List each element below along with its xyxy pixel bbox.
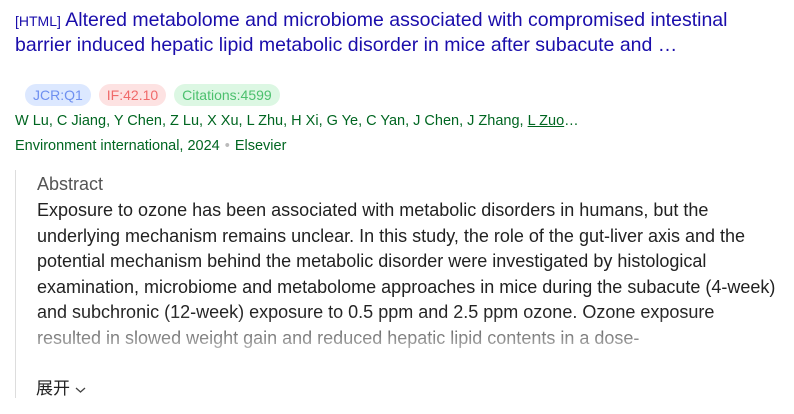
abstract-heading: Abstract	[37, 174, 104, 194]
author-link[interactable]: L Zuo	[527, 113, 565, 129]
title-text: Altered metabolome and microbiome associ…	[15, 9, 728, 56]
separator-dot: •	[224, 138, 230, 154]
abstract-block: Abstract Exposure to ozone has been asso…	[15, 170, 786, 398]
citations-badge: Citations:4599	[174, 84, 280, 106]
authors-ellipsis: …	[564, 113, 579, 129]
abstract-text: Exposure to ozone has been associated wi…	[37, 200, 776, 348]
impact-factor-badge: IF:42.10	[98, 84, 167, 106]
result-title-link[interactable]: [HTML] Altered metabolome and microbiome…	[15, 9, 785, 57]
expand-button[interactable]: 展开	[36, 374, 86, 399]
html-tag: [HTML]	[15, 13, 61, 29]
jcr-badge: JCR:Q1	[25, 84, 91, 106]
journal: Environment international, 2024	[15, 138, 220, 154]
authors-text: W Lu, C Jiang, Y Chen, Z Lu, X Xu, L Zhu…	[15, 113, 528, 129]
authors: W Lu, C Jiang, Y Chen, Z Lu, X Xu, L Zhu…	[15, 113, 579, 129]
badges: JCR:Q1 IF:42.10 Citations:4599	[25, 84, 280, 106]
expand-label: 展开	[36, 379, 70, 398]
publisher: Elsevier	[234, 138, 287, 154]
chevron-down-icon	[75, 387, 86, 393]
journal-info: Environment international, 2024 • Elsevier	[15, 138, 286, 154]
